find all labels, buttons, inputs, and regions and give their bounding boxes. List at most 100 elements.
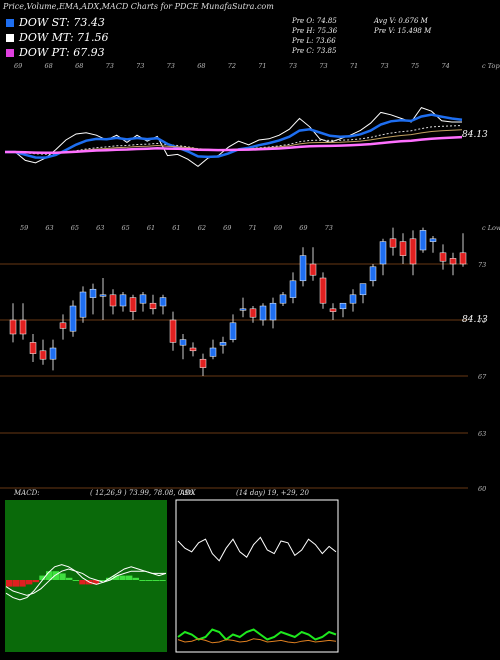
mid-tick-label: 65: [71, 224, 79, 232]
candle-up: [89, 288, 97, 298]
macd-hist-bar: [139, 580, 146, 581]
price-value-label: 84.13: [462, 315, 488, 325]
stat-high: Pre H: 75.36: [292, 27, 338, 35]
stat-pre-volume: Pre V: 15.498 M: [374, 27, 432, 35]
legend-dow-mt: DOW MT: 71.56: [6, 31, 109, 44]
macd-hist-bar: [26, 580, 33, 585]
macd-hist-bar: [52, 571, 60, 580]
candle-up: [369, 266, 377, 282]
top-tick-label: 71: [258, 62, 266, 70]
close-line: [5, 107, 462, 168]
price-axis-tick: 63: [478, 430, 486, 438]
adx-line: [177, 638, 337, 644]
mid-right-label: c Lowns: [482, 224, 500, 232]
candle-up: [259, 305, 267, 321]
legend-label-mt: DOW MT: 71.56: [19, 31, 109, 44]
top-tick-label: 73: [136, 62, 144, 70]
mid-tick-label: 69: [299, 224, 307, 232]
macd-hist-bar: [99, 580, 106, 581]
macd-label: MACD:: [14, 489, 40, 497]
top-tick-label: 73: [167, 62, 175, 70]
candle-up: [379, 241, 387, 265]
candle-down: [409, 238, 417, 265]
macd-hist-bar: [46, 571, 53, 580]
macd-hist-bar: [126, 575, 133, 580]
ema-long-line: [5, 135, 463, 155]
top-tick-label: 74: [441, 62, 449, 70]
macd-hist-bar: [132, 577, 140, 580]
mid-tick-label: 71: [248, 224, 256, 232]
price-axis-tick: 60: [478, 485, 486, 493]
candle-up: [69, 305, 77, 332]
candle-down: [29, 342, 37, 354]
price-gridlines: [0, 263, 468, 489]
adx-line: [177, 536, 337, 562]
price-axis-tick: 73: [478, 261, 486, 269]
candle-down: [459, 252, 467, 265]
candle-down: [329, 308, 337, 312]
mid-tick-labels: 59 63 65 63 65 61 61 62 69 71 69 69 73: [20, 224, 333, 232]
candle-up: [339, 302, 347, 310]
candle-down: [9, 319, 17, 335]
mid-tick-label: 61: [172, 224, 180, 232]
stat-avg-volume: Avg V: 0.676 M: [374, 17, 428, 25]
adx-line: [177, 628, 337, 641]
adx-params: (14 day) 19, +29, 20: [236, 489, 309, 497]
macd-hist-bar: [12, 580, 20, 587]
mid-tick-label: 62: [198, 224, 206, 232]
chart-title: Price,Volume,EMA,ADX,MACD Charts for PDC…: [3, 2, 274, 11]
candle-down: [309, 263, 317, 276]
legend-swatch-mt: [6, 33, 14, 42]
macd-lines: [5, 564, 167, 601]
ema-value-label: 84.13: [462, 130, 488, 140]
candle-down: [129, 297, 137, 312]
candle-up: [79, 291, 87, 318]
candle-up: [239, 308, 247, 311]
candle-up: [279, 294, 287, 304]
adx-lines: [177, 536, 337, 644]
top-tick-label: 73: [319, 62, 327, 70]
candlesticks: [9, 227, 467, 376]
top-right-label: c Topa: [482, 62, 500, 70]
ema-lines: [5, 107, 463, 168]
stat-open: Pre O: 74.85: [292, 17, 337, 25]
macd-hist-bar: [92, 580, 100, 585]
top-tick-label: 73: [380, 62, 388, 70]
macd-hist-bar: [119, 575, 126, 580]
macd-hist-bar: [79, 580, 86, 585]
top-tick-label: 72: [228, 62, 236, 70]
adx-label: ADX: [180, 489, 196, 497]
adx-panel: [175, 499, 339, 653]
top-tick-label: 75: [411, 62, 419, 70]
macd-hist-bar: [146, 580, 153, 581]
candle-up: [229, 322, 237, 340]
mid-tick-label: 63: [45, 224, 53, 232]
candle-down: [399, 241, 407, 256]
candle-down: [439, 252, 447, 262]
legend-dow-pt: DOW PT: 67.93: [6, 46, 105, 59]
legend-dow-st: DOW ST: 73.43: [6, 16, 105, 29]
legend-label-pt: DOW PT: 67.93: [19, 46, 105, 59]
candle-up: [139, 294, 147, 304]
macd-hist-bar: [32, 580, 40, 583]
candle-up: [349, 294, 357, 304]
mid-tick-label: 63: [96, 224, 104, 232]
top-tick-label: 73: [106, 62, 114, 70]
macd-line: [5, 568, 166, 596]
macd-histogram: [6, 571, 166, 587]
candle-up: [119, 294, 127, 307]
stat-low: Pre L: 73.66: [292, 37, 336, 45]
macd-hist-bar: [6, 580, 13, 587]
macd-hist-bar: [66, 577, 73, 580]
candle-up: [159, 297, 167, 307]
legend-swatch-pt: [6, 48, 14, 57]
top-tick-label: 69: [14, 62, 22, 70]
ema-short-line: [5, 113, 463, 159]
top-tick-label: 68: [75, 62, 83, 70]
macd-hist-bar: [19, 580, 26, 587]
mid-tick-label: 73: [325, 224, 333, 232]
top-tick-label: 68: [197, 62, 205, 70]
candle-up: [49, 347, 57, 360]
candle-down: [59, 322, 67, 329]
candle-down: [149, 302, 157, 310]
